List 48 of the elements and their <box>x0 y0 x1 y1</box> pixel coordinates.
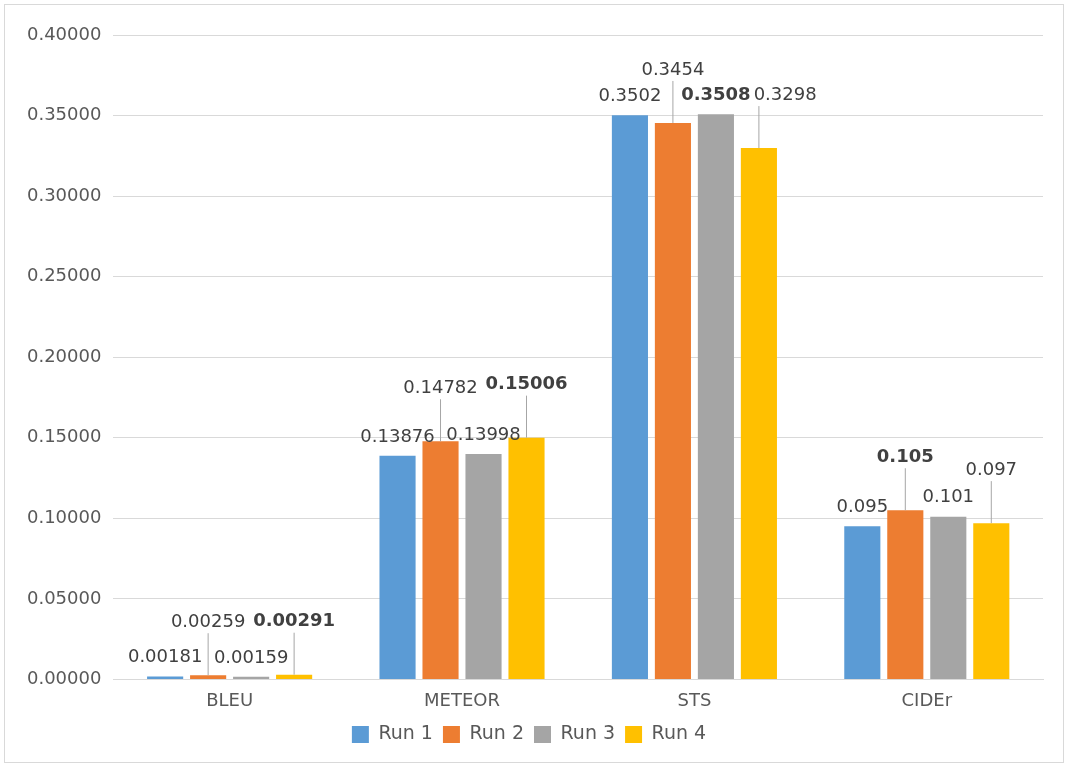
data-label: 0.095 <box>836 495 889 517</box>
data-label: 0.105 <box>876 444 934 466</box>
bar <box>697 114 734 679</box>
bar <box>887 510 924 679</box>
data-label: 0.00291 <box>253 609 336 631</box>
data-label: 0.00259 <box>170 609 246 631</box>
bar <box>190 675 227 679</box>
y-tick-label: 0.10000 <box>27 505 102 527</box>
y-tick-label: 0.15000 <box>27 425 102 447</box>
bar <box>740 148 777 679</box>
bar <box>465 453 502 679</box>
data-label: 0.3454 <box>641 57 705 79</box>
data-label: 0.13876 <box>360 424 435 446</box>
bar <box>276 674 313 679</box>
legend-label: Run 1 <box>378 721 433 744</box>
legend-label: Run 3 <box>560 721 616 744</box>
data-label: 0.00159 <box>213 645 289 667</box>
legend-label: Run 2 <box>469 721 524 744</box>
y-tick-label: 0.25000 <box>27 264 102 286</box>
data-label: 0.3298 <box>753 82 817 104</box>
bar <box>379 455 416 679</box>
bar <box>233 676 270 679</box>
data-label: 0.14782 <box>403 375 478 397</box>
y-tick-label: 0.00000 <box>27 667 102 689</box>
y-tick-label: 0.35000 <box>27 103 102 125</box>
x-tick-label: BLEU <box>206 688 254 710</box>
legend-label: Run 4 <box>651 721 707 744</box>
bar <box>422 441 459 679</box>
y-tick-label: 0.20000 <box>27 344 102 366</box>
data-label: 0.097 <box>965 457 1018 479</box>
data-label: 0.00181 <box>127 645 203 667</box>
bar <box>844 526 881 679</box>
data-label: 0.3502 <box>598 83 662 105</box>
data-label: 0.3508 <box>681 82 751 104</box>
bar <box>973 523 1010 679</box>
data-label: 0.13998 <box>446 422 521 444</box>
y-tick-label: 0.05000 <box>27 586 102 608</box>
bar <box>930 516 967 679</box>
bar <box>611 115 648 679</box>
x-tick-label: CIDEr <box>901 688 953 710</box>
bar <box>147 676 184 679</box>
y-tick-label: 0.30000 <box>27 183 102 205</box>
x-tick-label: STS <box>677 688 712 710</box>
bar <box>654 122 691 679</box>
x-tick-label: METEOR <box>424 688 500 710</box>
y-tick-label: 0.40000 <box>27 22 102 44</box>
data-label: 0.101 <box>922 485 975 507</box>
data-label: 0.15006 <box>485 372 568 394</box>
